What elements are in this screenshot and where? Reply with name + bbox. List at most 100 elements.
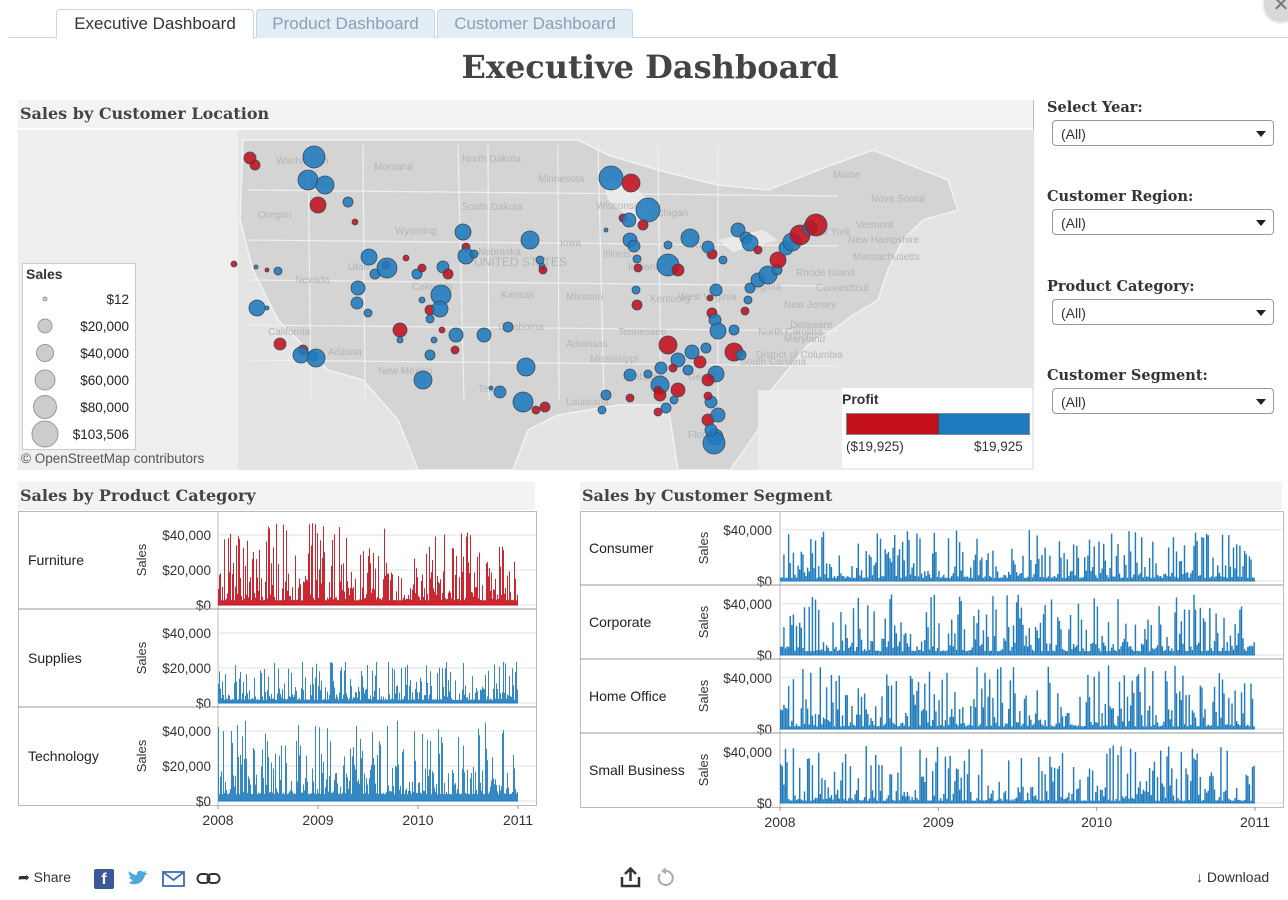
email-icon[interactable] (162, 870, 186, 888)
sales-bar (237, 725, 238, 801)
export-icon[interactable] (619, 866, 643, 888)
sales-bar (480, 600, 481, 605)
sales-location-bubble (454, 223, 472, 241)
sales-bar (949, 716, 951, 729)
close-icon[interactable]: ✕ (1262, 0, 1288, 24)
facebook-icon[interactable]: f (94, 869, 114, 889)
download-button[interactable]: ↓ Download (1196, 869, 1269, 885)
sales-bar (996, 799, 999, 803)
sales-bar (272, 698, 273, 703)
sales-bar (1118, 800, 1121, 803)
sales-bar (1112, 644, 1114, 655)
sales-bar (339, 692, 340, 703)
sales-bar (490, 698, 491, 703)
sales-bar (487, 562, 488, 605)
sales-bar (819, 667, 822, 729)
category-select[interactable]: (All) (1052, 299, 1274, 325)
sales-bar (251, 794, 252, 801)
year-select[interactable]: (All) (1052, 120, 1274, 146)
sales-bar (358, 779, 359, 801)
sales-bar (795, 723, 798, 729)
sales-bar (1175, 778, 1178, 803)
state-label: Oklahoma (498, 322, 544, 333)
sales-bar (388, 573, 389, 605)
sales-bar (1012, 667, 1015, 729)
sales-bar (1014, 564, 1016, 581)
sales-bar (973, 616, 975, 655)
state-label: Washington (276, 156, 328, 167)
sales-location-bubble (417, 263, 427, 273)
sales-bar (830, 795, 833, 803)
sales-bar (1137, 674, 1140, 729)
sales-bar (430, 741, 431, 801)
sales-bar (367, 572, 368, 605)
sales-bar (304, 582, 305, 605)
sales-bar (343, 694, 344, 703)
sales-bar (379, 598, 380, 605)
twitter-icon[interactable] (127, 869, 149, 889)
sales-bar (955, 768, 958, 803)
sales-bar (1122, 796, 1124, 803)
sales-bar (397, 600, 398, 605)
sales-bar (1217, 632, 1219, 655)
sales-bar (982, 577, 985, 581)
sales-bar (506, 788, 507, 801)
revert-icon[interactable] (655, 867, 677, 889)
state-label: Utah (348, 262, 369, 273)
sales-bar (263, 699, 264, 703)
sales-bar (496, 599, 497, 605)
sales-bar (958, 789, 961, 803)
sales-bar (1069, 571, 1072, 581)
sales-bar (1194, 717, 1197, 729)
sales-bar (1047, 651, 1050, 655)
sales-bar (1071, 724, 1073, 729)
sales-bar (272, 792, 273, 801)
sales-bar (259, 699, 260, 703)
tab-executive-dashboard[interactable]: Executive Dashboard (56, 9, 254, 39)
sales-bar (1139, 651, 1141, 655)
sales-bar (841, 640, 844, 655)
sales-bar (939, 577, 942, 581)
sales-bar (392, 574, 393, 605)
sales-bar (283, 524, 284, 605)
sales-bar (870, 765, 872, 803)
region-select[interactable]: (All) (1052, 209, 1274, 235)
sales-bar (351, 571, 352, 605)
sales-bar (947, 538, 950, 581)
sales-bar (415, 593, 416, 605)
sales-bar (1167, 709, 1170, 729)
sales-bar (336, 597, 337, 605)
sales-bar (830, 567, 833, 581)
sales-bar (443, 687, 444, 703)
sales-bar (290, 696, 291, 703)
sales-bar (1023, 698, 1026, 729)
sales-bar (1030, 719, 1032, 729)
sales-bar (1215, 576, 1217, 581)
sales-bar (1074, 725, 1076, 729)
link-icon[interactable] (196, 872, 222, 886)
sales-bar (933, 594, 936, 655)
sales-bar (825, 645, 828, 655)
sales-bar (506, 698, 507, 703)
tab-product-dashboard[interactable]: Product Dashboard (256, 9, 435, 38)
sales-bar (223, 695, 224, 703)
sales-bar (470, 778, 471, 801)
sales-bar (943, 794, 945, 803)
sales-bar (397, 685, 398, 703)
sales-bar (1190, 781, 1192, 803)
sales-bar (461, 533, 462, 605)
tab-customer-dashboard[interactable]: Customer Dashboard (437, 9, 633, 38)
sales-bar (882, 576, 885, 581)
sales-bar (1145, 781, 1148, 803)
share-button[interactable]: ➦ Share (18, 869, 71, 886)
sales-bar (1107, 577, 1110, 581)
sales-location-bubble (635, 197, 661, 223)
sales-bar (783, 784, 785, 803)
segment-select[interactable]: (All) (1052, 388, 1274, 414)
sales-location-bubble (302, 145, 326, 169)
sales-bar (1179, 561, 1181, 581)
sales-bar (313, 597, 314, 605)
sales-bar (1098, 541, 1100, 581)
